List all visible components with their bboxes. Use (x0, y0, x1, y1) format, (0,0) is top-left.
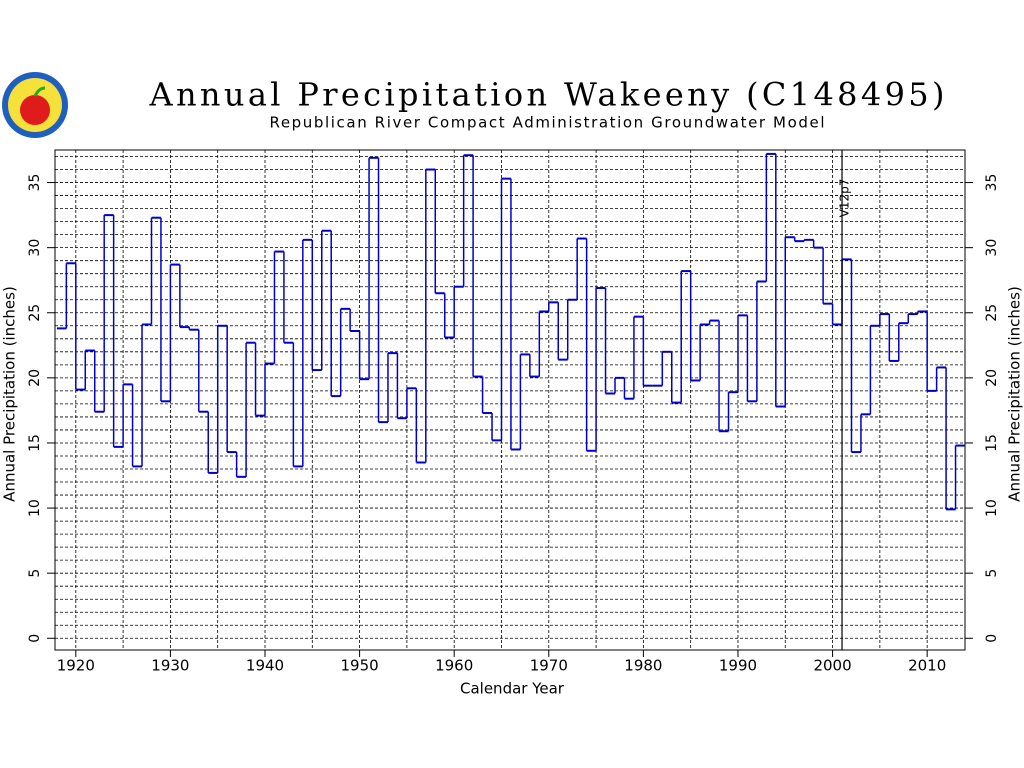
logo (2, 72, 68, 138)
y-axis-label: Annual Precipitation (inches) (1, 286, 19, 502)
annotation-label: V12p7 (838, 179, 852, 218)
y2-tick-label: 5 (984, 569, 1000, 578)
y2-tick-label: 10 (984, 499, 1000, 517)
y2-tick-label: 0 (984, 634, 1000, 643)
y-tick-label: 35 (27, 174, 43, 192)
y-tick-label: 20 (27, 369, 43, 387)
y2-tick-label: 15 (984, 434, 1000, 452)
y-tick-label: 25 (27, 304, 43, 322)
y2-axis-label: Annual Precipitation (inches) (1006, 286, 1024, 502)
x-tick-label: 2010 (908, 657, 946, 675)
x-tick-label: 1970 (530, 657, 568, 675)
y-tick-label: 10 (27, 499, 43, 517)
x-tick-label: 1930 (151, 657, 189, 675)
y-tick-label: 0 (27, 634, 43, 643)
y-tick-label: 15 (27, 434, 43, 452)
x-tick-label: 1980 (624, 657, 662, 675)
y-tick-label: 5 (27, 569, 43, 578)
chart-subtitle: Republican River Compact Administration … (270, 114, 825, 132)
x-tick-label: 1950 (341, 657, 379, 675)
y2-tick-label: 35 (984, 174, 1000, 192)
x-tick-label: 2000 (813, 657, 851, 675)
plot-frame (54, 149, 966, 651)
x-tick-label: 1990 (719, 657, 757, 675)
x-tick-label: 1960 (435, 657, 473, 675)
y2-tick-label: 30 (984, 239, 1000, 257)
x-tick-label: 1940 (246, 657, 284, 675)
y-tick-label: 30 (27, 239, 43, 257)
y2-tick-label: 20 (984, 369, 1000, 387)
chart-title: Annual Precipitation Wakeeny (C148495) (149, 76, 945, 114)
x-axis-label: Calendar Year (460, 680, 565, 698)
y2-tick-label: 25 (984, 304, 1000, 322)
x-tick-label: 1920 (57, 657, 95, 675)
